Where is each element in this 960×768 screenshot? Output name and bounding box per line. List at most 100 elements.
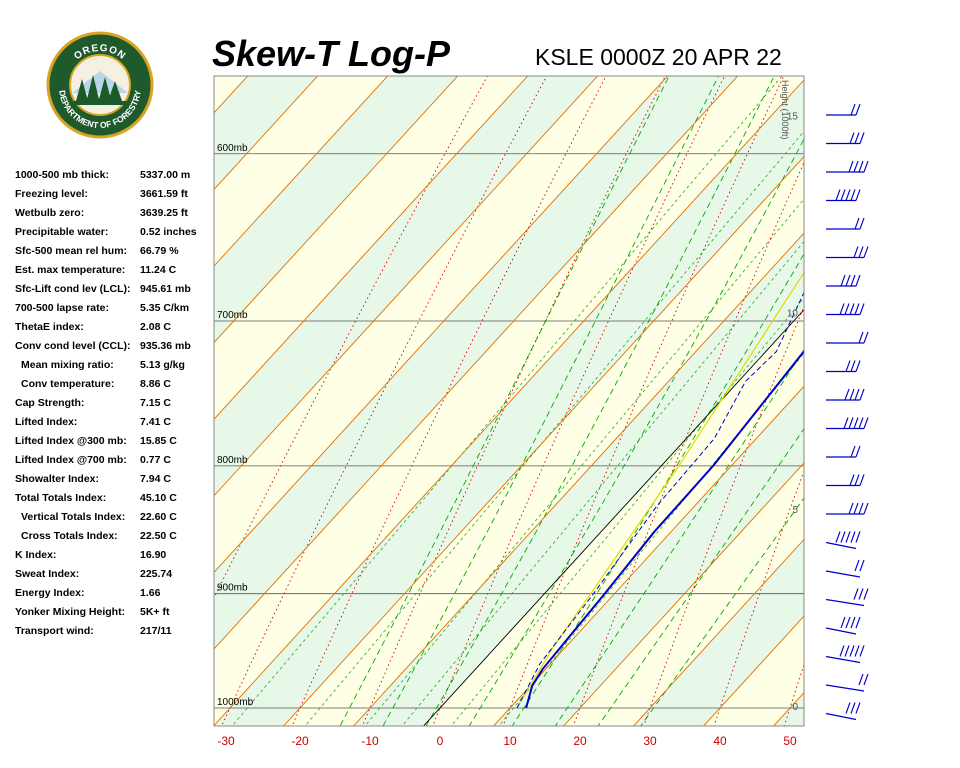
index-label: Freezing level: — [15, 188, 88, 200]
barb-feather — [850, 445, 856, 458]
index-row: Precipitable water: 0.52 inches — [15, 223, 215, 242]
height-tick-label: 10 — [787, 308, 799, 319]
dewpoint-trace — [516, 291, 804, 709]
index-value: 225.74 — [140, 568, 173, 580]
barb-feather — [845, 274, 851, 287]
temperature-band — [214, 76, 804, 726]
index-row: Wetbulb zero: 3639.25 ft — [15, 204, 215, 223]
barb-feather — [844, 645, 850, 657]
barb-feather — [858, 246, 864, 258]
barb-feather — [849, 132, 855, 144]
sounding-traces — [516, 271, 804, 709]
barb-feather — [840, 189, 846, 201]
temp-tick-label: 40 — [713, 734, 727, 748]
index-value: 15.85 C — [140, 435, 177, 447]
barb-feather — [855, 189, 861, 201]
barb-feather — [853, 417, 859, 429]
temp-tick-label: -10 — [361, 734, 379, 748]
wind-barb — [826, 132, 865, 145]
index-label: Conv temperature: — [21, 378, 115, 390]
mixing-ratio-line — [304, 130, 804, 726]
barb-feather — [854, 217, 860, 230]
logo-trees — [76, 75, 122, 103]
barb-feather — [845, 702, 851, 714]
barb-feather — [855, 360, 861, 372]
index-value: 5337.00 m — [140, 169, 191, 181]
barb-staff — [825, 541, 857, 550]
barb-feather — [835, 531, 841, 543]
index-label: Sfc-Lift cond lev (LCL): — [15, 283, 131, 295]
barb-feather — [855, 274, 861, 287]
wind-barb — [825, 531, 861, 550]
barb-feather — [845, 360, 851, 372]
plot-frame — [213, 75, 805, 727]
wind-barbs — [825, 103, 869, 721]
wind-barb — [826, 160, 869, 173]
index-label: 700-500 lapse rate: — [15, 302, 109, 314]
temp-tick-label: 30 — [643, 734, 657, 748]
barb-feather — [850, 274, 856, 287]
index-label: Yonker Mixing Height: — [15, 606, 126, 618]
dry-adiabat — [502, 76, 785, 726]
barb-feather — [849, 474, 855, 486]
dry-adiabat — [214, 76, 488, 599]
index-value: 217/11 — [140, 625, 172, 637]
index-label: Total Totals Index: — [15, 492, 107, 504]
barb-feather — [863, 246, 869, 258]
index-value: 16.90 — [140, 549, 167, 561]
index-row: Conv temperature: 8.86 C — [15, 375, 215, 394]
height-axis-title: Height (1000ft) — [780, 80, 790, 140]
index-label: Showalter Index: — [15, 473, 100, 485]
temp-tick-label: -20 — [291, 734, 309, 748]
barb-feather — [855, 616, 861, 629]
wind-barb — [825, 588, 869, 607]
barb-feather — [835, 189, 841, 201]
barb-feather — [854, 132, 860, 144]
dry-adiabats — [214, 76, 804, 726]
moist-adiabat — [640, 497, 804, 726]
barb-feather — [854, 388, 860, 401]
barb-feather — [855, 531, 861, 543]
pressure-label: 600mb — [217, 143, 248, 154]
barb-feather — [863, 588, 869, 600]
barb-feather — [845, 531, 851, 543]
index-row: Est. max temperature: 11.24 C — [15, 261, 215, 280]
index-value: 5.13 g/kg — [140, 359, 185, 371]
index-value: 3639.25 ft — [140, 207, 188, 219]
moist-adiabat — [382, 76, 720, 726]
barb-feather — [840, 616, 846, 629]
height-tick-label: 5 — [792, 505, 798, 516]
barb-feather — [859, 559, 865, 572]
temp-tick-label: 0 — [437, 734, 444, 748]
pressure-label: 1000mb — [217, 697, 254, 708]
index-value: 945.61 mb — [140, 283, 191, 295]
index-row: Yonker Mixing Height: 5K+ ft — [15, 603, 215, 622]
height-tick-label: 0 — [792, 702, 798, 713]
index-label: Lifted Index @700 mb: — [15, 454, 127, 466]
index-value: 2.08 C — [140, 321, 171, 333]
barb-feather — [849, 645, 855, 657]
isotherm-line — [214, 76, 739, 650]
oregon-dept-forestry-logo: OREGON DEPARTMENT OF FORESTRY — [46, 31, 154, 139]
barb-staff — [825, 627, 857, 635]
barb-feather — [845, 616, 851, 629]
wind-barb — [826, 217, 865, 230]
index-label: Lifted Index: — [15, 416, 78, 428]
index-value: 22.50 C — [140, 530, 177, 542]
temp-tick-label: 50 — [783, 734, 797, 748]
index-value: 7.15 C — [140, 397, 171, 409]
barb-feather — [844, 303, 850, 315]
index-value: 7.41 C — [140, 416, 171, 428]
index-value: 66.79 % — [140, 245, 179, 257]
barb-feather — [839, 303, 845, 315]
index-row: Lifted Index @700 mb: 0.77 C — [15, 451, 215, 470]
index-value: 11.24 C — [140, 264, 177, 276]
mixing-ratio-lines — [231, 76, 804, 726]
barb-feather — [848, 417, 854, 429]
axis-labels: 1000mb900mb800mb700mb600mb500mb400mb300m… — [217, 80, 799, 748]
wind-barb — [825, 616, 861, 635]
barb-staff — [825, 570, 861, 578]
